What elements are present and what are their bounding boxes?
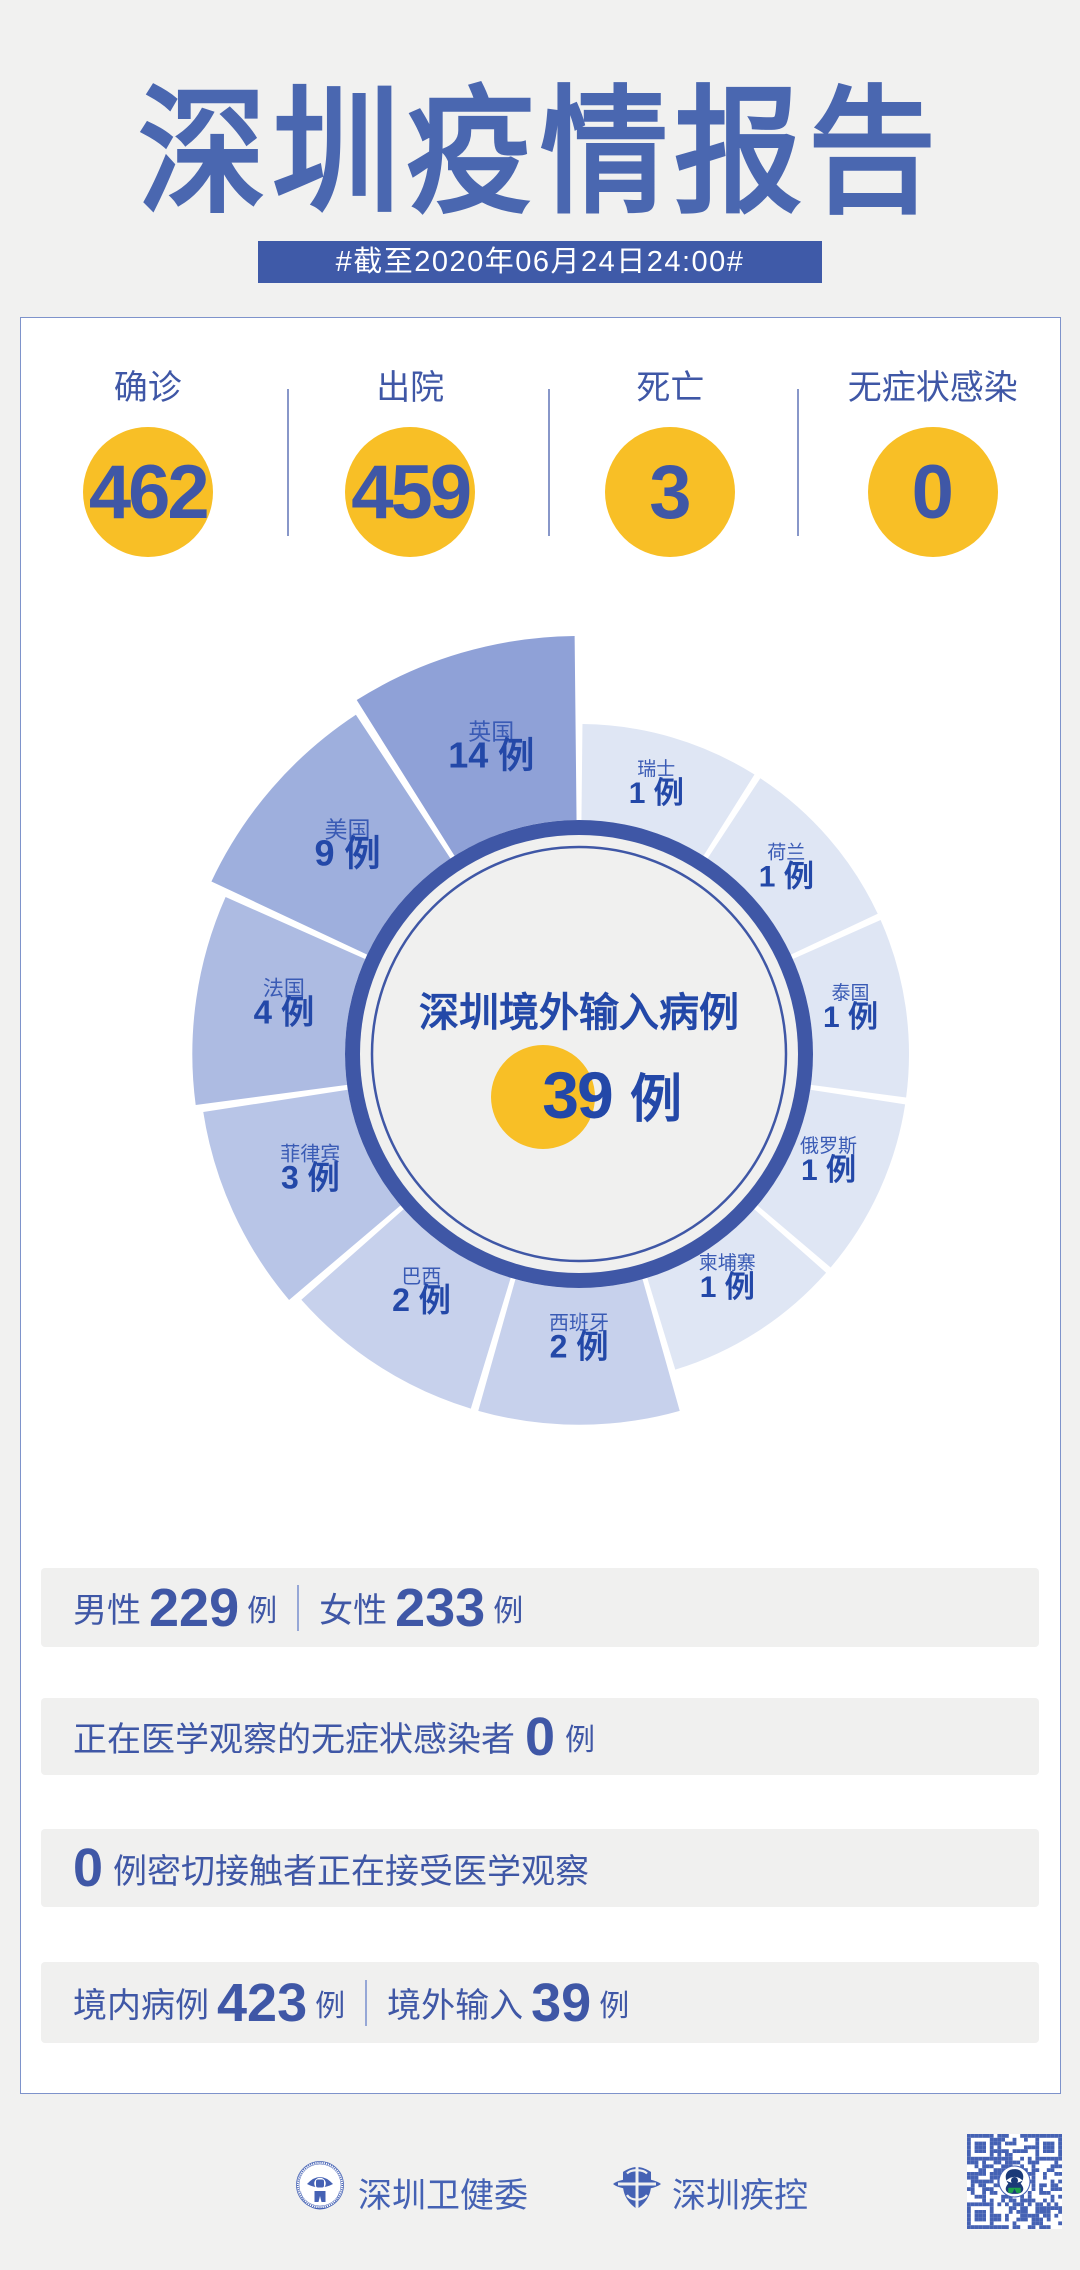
svg-text:39: 39 <box>542 1058 612 1132</box>
svg-text:9 例: 9 例 <box>315 832 381 873</box>
svg-text:1 例: 1 例 <box>801 1154 856 1187</box>
svg-text:2 例: 2 例 <box>392 1282 451 1318</box>
svg-text:1 例: 1 例 <box>823 1001 878 1034</box>
svg-text:1 例: 1 例 <box>629 777 684 810</box>
svg-text:1 例: 1 例 <box>700 1271 755 1304</box>
svg-text:例: 例 <box>630 1071 682 1129</box>
svg-text:1 例: 1 例 <box>759 860 814 893</box>
svg-text:14 例: 14 例 <box>448 734 534 775</box>
svg-text:4 例: 4 例 <box>254 994 315 1031</box>
svg-text:3 例: 3 例 <box>281 1160 340 1196</box>
svg-text:2 例: 2 例 <box>550 1328 609 1364</box>
svg-text:深圳境外输入病例: 深圳境外输入病例 <box>419 991 739 1035</box>
